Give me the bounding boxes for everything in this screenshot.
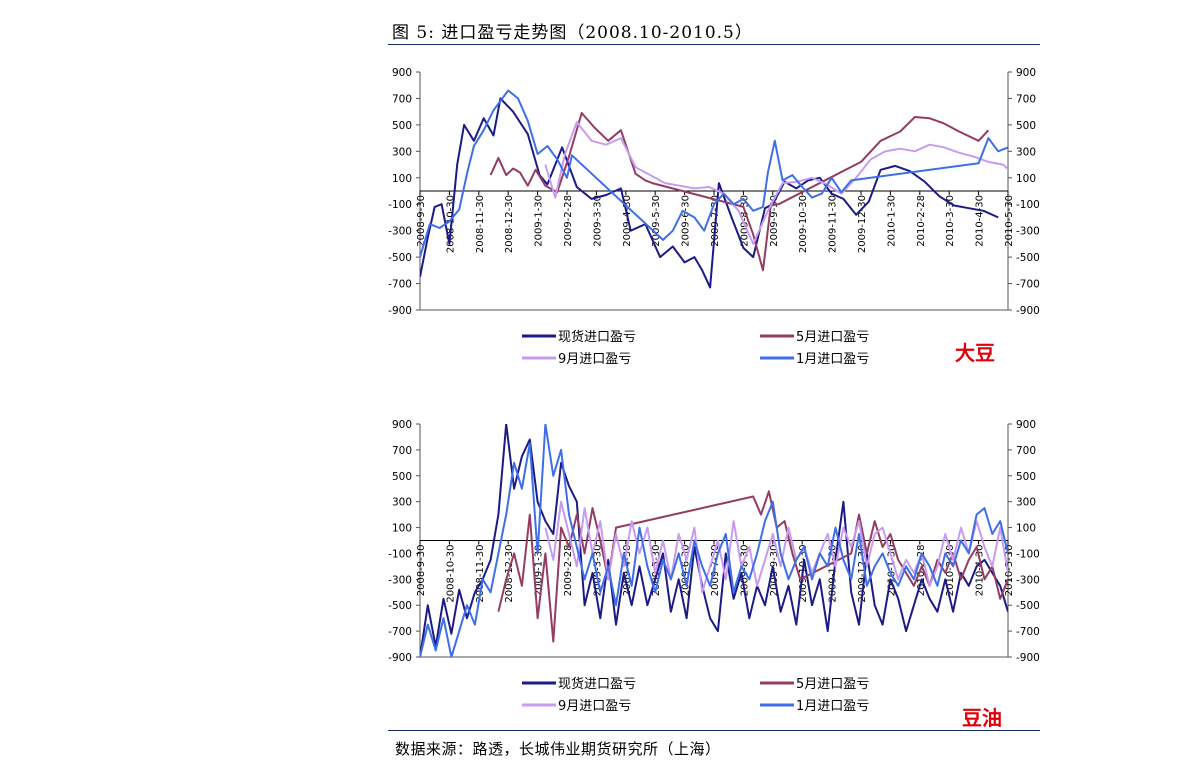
- y-tick-label-right: 300: [1016, 146, 1036, 158]
- x-tick-label: 2008-11-30: [475, 195, 486, 253]
- x-tick-label: 2009-8-30: [739, 195, 750, 247]
- x-tick-label: 2009-7-30: [710, 545, 721, 597]
- title-rule: [388, 44, 1040, 45]
- x-tick-label: 2008-9-30: [416, 545, 427, 597]
- y-tick-label-right: 100: [1016, 523, 1036, 535]
- y-tick-label-right: -900: [1016, 652, 1040, 664]
- y-tick-label-right: -500: [1016, 600, 1040, 612]
- legend-label-spot: 现货进口盈亏: [558, 329, 636, 345]
- y-tick-label-left: 100: [392, 173, 412, 185]
- y-tick-label-left: -100: [388, 548, 412, 560]
- y-tick-label-right: -700: [1016, 626, 1040, 638]
- series-line-jan: [420, 424, 1008, 657]
- y-tick-label-right: -500: [1016, 252, 1040, 264]
- x-tick-label: 2009-1-30: [534, 195, 545, 247]
- chart-soybean: -900 -900 -700 -700 -500 -500 -300 -300 -100 -100…: [388, 67, 1040, 367]
- y-tick-label-right: 100: [1016, 173, 1036, 185]
- x-tick-label: 2009-10-30: [798, 195, 809, 253]
- y-tick-label-left: 700: [392, 445, 412, 457]
- y-tick-label-right: 500: [1016, 120, 1036, 132]
- y-tick-label-right: 700: [1016, 93, 1036, 105]
- x-tick-label: 2009-12-30: [857, 195, 868, 253]
- x-tick-label: 2009-6-30: [681, 545, 692, 597]
- y-tick-label-left: -700: [388, 279, 412, 291]
- x-tick-label: 2009-1-30: [534, 545, 545, 597]
- y-tick-label-left: 500: [392, 120, 412, 132]
- y-tick-label-left: -900: [388, 305, 412, 317]
- product-label: 豆油: [962, 706, 1002, 730]
- x-tick-label: 2008-9-30: [416, 195, 427, 247]
- x-tick-label: 2009-3-30: [592, 545, 603, 597]
- y-tick-label-right: -100: [1016, 548, 1040, 560]
- y-tick-label-left: 900: [392, 67, 412, 79]
- x-tick-label: 2010-5-30: [1004, 195, 1015, 247]
- x-tick-label: 2009-3-30: [592, 195, 603, 247]
- y-tick-label-right: 300: [1016, 497, 1036, 509]
- x-tick-label: 2010-1-30: [886, 545, 897, 597]
- series-line-sep: [544, 121, 1008, 245]
- y-tick-label-left: -100: [388, 199, 412, 211]
- y-tick-label-right: -300: [1016, 574, 1040, 586]
- x-tick-label: 2009-4-30: [622, 195, 633, 247]
- y-tick-label-left: 700: [392, 93, 412, 105]
- x-tick-label: 2008-12-30: [504, 545, 515, 603]
- x-tick-label: 2008-10-30: [445, 545, 456, 603]
- y-tick-label-left: 100: [392, 523, 412, 535]
- figure-title: 图 5: 进口盈亏走势图（2008.10-2010.5）: [392, 23, 753, 43]
- x-tick-label: 2009-2-28: [563, 195, 574, 247]
- y-tick-label-left: -300: [388, 226, 412, 238]
- series-line-spot: [420, 97, 999, 289]
- y-tick-label-right: 500: [1016, 471, 1036, 483]
- x-tick-label: 2010-4-30: [975, 195, 986, 247]
- y-tick-label-right: 700: [1016, 445, 1036, 457]
- x-tick-label: 2009-10-30: [798, 545, 809, 603]
- x-tick-label: 2009-2-28: [563, 545, 574, 597]
- y-tick-label-left: -300: [388, 574, 412, 586]
- y-tick-label-right: -700: [1016, 279, 1040, 291]
- x-tick-label: 2009-9-30: [769, 195, 780, 247]
- source-rule: [388, 730, 1040, 731]
- x-tick-label: 2010-1-30: [886, 195, 897, 247]
- y-tick-label-right: -300: [1016, 226, 1040, 238]
- y-tick-label-right: -100: [1016, 199, 1040, 211]
- y-tick-label-left: 300: [392, 146, 412, 158]
- series-line-jan: [420, 89, 1008, 258]
- x-tick-label: 2010-2-28: [916, 195, 927, 247]
- x-tick-label: 2010-5-30: [1004, 545, 1015, 597]
- x-tick-label: 2010-3-30: [945, 195, 956, 247]
- y-tick-label-left: -500: [388, 252, 412, 264]
- y-tick-label-left: -900: [388, 652, 412, 664]
- legend-label-may: 5月进口盈亏: [796, 330, 869, 345]
- legend-label-jan: 1月进口盈亏: [796, 352, 869, 367]
- y-tick-label-left: 900: [392, 419, 412, 431]
- legend-label-spot: 现货进口盈亏: [558, 676, 636, 692]
- y-tick-label-right: -900: [1016, 305, 1040, 317]
- x-tick-label: 2009-5-30: [651, 195, 662, 247]
- y-tick-label-right: 900: [1016, 67, 1036, 79]
- y-tick-label-left: -500: [388, 600, 412, 612]
- x-tick-label: 2010-3-30: [945, 545, 956, 597]
- x-tick-label: 2009-11-30: [828, 195, 839, 253]
- series-line-may: [489, 112, 990, 272]
- y-tick-label-left: 500: [392, 471, 412, 483]
- plot-area: [420, 424, 1008, 657]
- legend-label-sep: 9月进口盈亏: [558, 699, 631, 714]
- plot-area: [420, 89, 1008, 289]
- legend-label-sep: 9月进口盈亏: [558, 352, 631, 367]
- x-tick-label: 2008-11-30: [475, 545, 486, 603]
- source-note: 数据来源：路透，长城伟业期货研究所（上海）: [395, 740, 721, 758]
- x-tick-label: 2009-6-30: [681, 195, 692, 247]
- legend-label-jan: 1月进口盈亏: [796, 699, 869, 714]
- x-tick-label: 2010-4-30: [975, 545, 986, 597]
- product-label: 大豆: [955, 341, 995, 365]
- x-tick-label: 2009-12-30: [857, 545, 868, 603]
- y-tick-label-left: -700: [388, 626, 412, 638]
- x-tick-label: 2008-12-30: [504, 195, 515, 253]
- x-tick-label: 2010-2-28: [916, 545, 927, 597]
- y-tick-label-left: 300: [392, 497, 412, 509]
- chart-soybean-oil: -900 -900 -700 -700 -500 -500 -300 -300 -100 -100…: [388, 419, 1040, 730]
- legend-label-may: 5月进口盈亏: [796, 677, 869, 692]
- y-tick-label-right: 900: [1016, 419, 1036, 431]
